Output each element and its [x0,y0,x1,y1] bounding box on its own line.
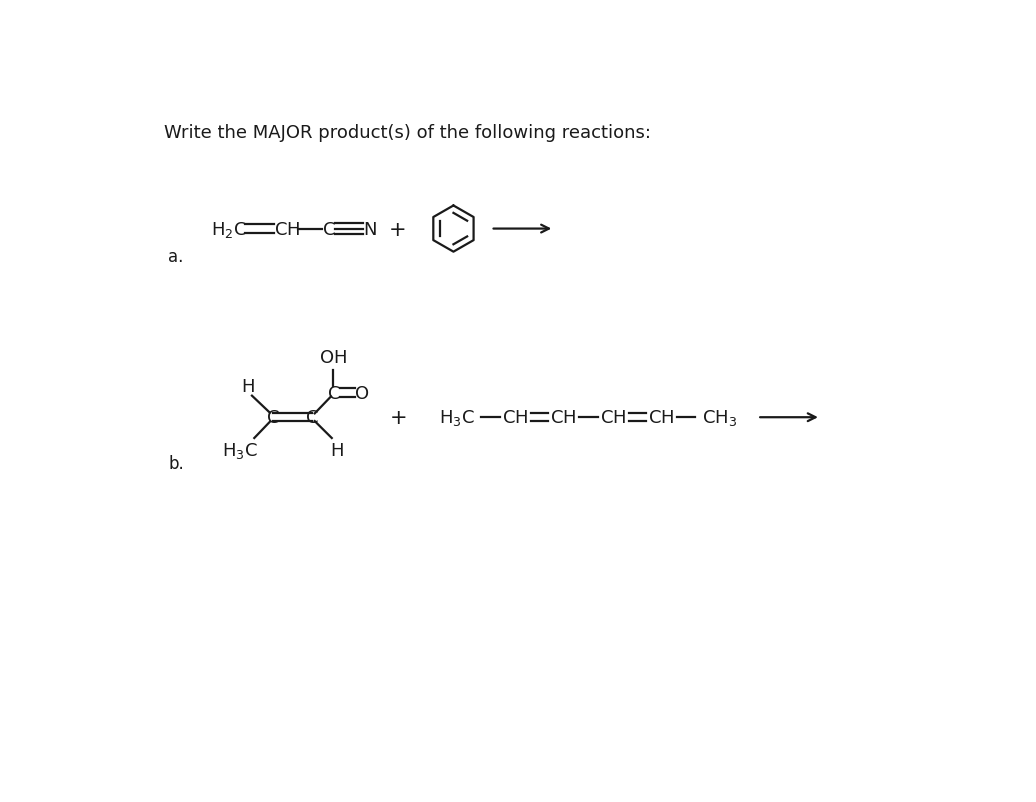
Text: $\mathregular{H}$: $\mathregular{H}$ [241,378,255,396]
Text: b.: b. [168,455,184,473]
Text: $\mathregular{CH}$: $\mathregular{CH}$ [275,221,300,238]
Text: $\mathregular{N}$: $\mathregular{N}$ [363,221,376,238]
Text: $\mathregular{CH}$: $\mathregular{CH}$ [648,409,674,427]
Text: $\mathregular{O}$: $\mathregular{O}$ [354,384,370,402]
Text: $\mathregular{C}$: $\mathregular{C}$ [322,221,336,238]
Text: $\mathregular{C}$: $\mathregular{C}$ [266,409,280,427]
Text: Write the MAJOR product(s) of the following reactions:: Write the MAJOR product(s) of the follow… [165,124,652,142]
Text: $\mathregular{H_3C}$: $\mathregular{H_3C}$ [438,407,474,427]
Text: +: + [388,219,406,239]
Text: $\mathregular{H}$: $\mathregular{H}$ [329,441,343,459]
Text: +: + [390,407,407,427]
Text: $\mathregular{CH}$: $\mathregular{CH}$ [502,409,528,427]
Text: $\mathregular{H_3C}$: $\mathregular{H_3C}$ [223,441,258,461]
Text: $\mathregular{C}$: $\mathregular{C}$ [305,409,318,427]
Text: $\mathregular{C}$: $\mathregular{C}$ [326,384,340,402]
Text: $\mathregular{H_2C}$: $\mathregular{H_2C}$ [211,219,247,239]
Text: $\mathregular{OH}$: $\mathregular{OH}$ [319,349,347,367]
Text: $\mathregular{CH}$: $\mathregular{CH}$ [600,409,626,427]
Text: a.: a. [168,247,183,265]
Text: $\mathregular{CH_3}$: $\mathregular{CH_3}$ [702,407,738,427]
Text: $\mathregular{CH}$: $\mathregular{CH}$ [550,409,577,427]
